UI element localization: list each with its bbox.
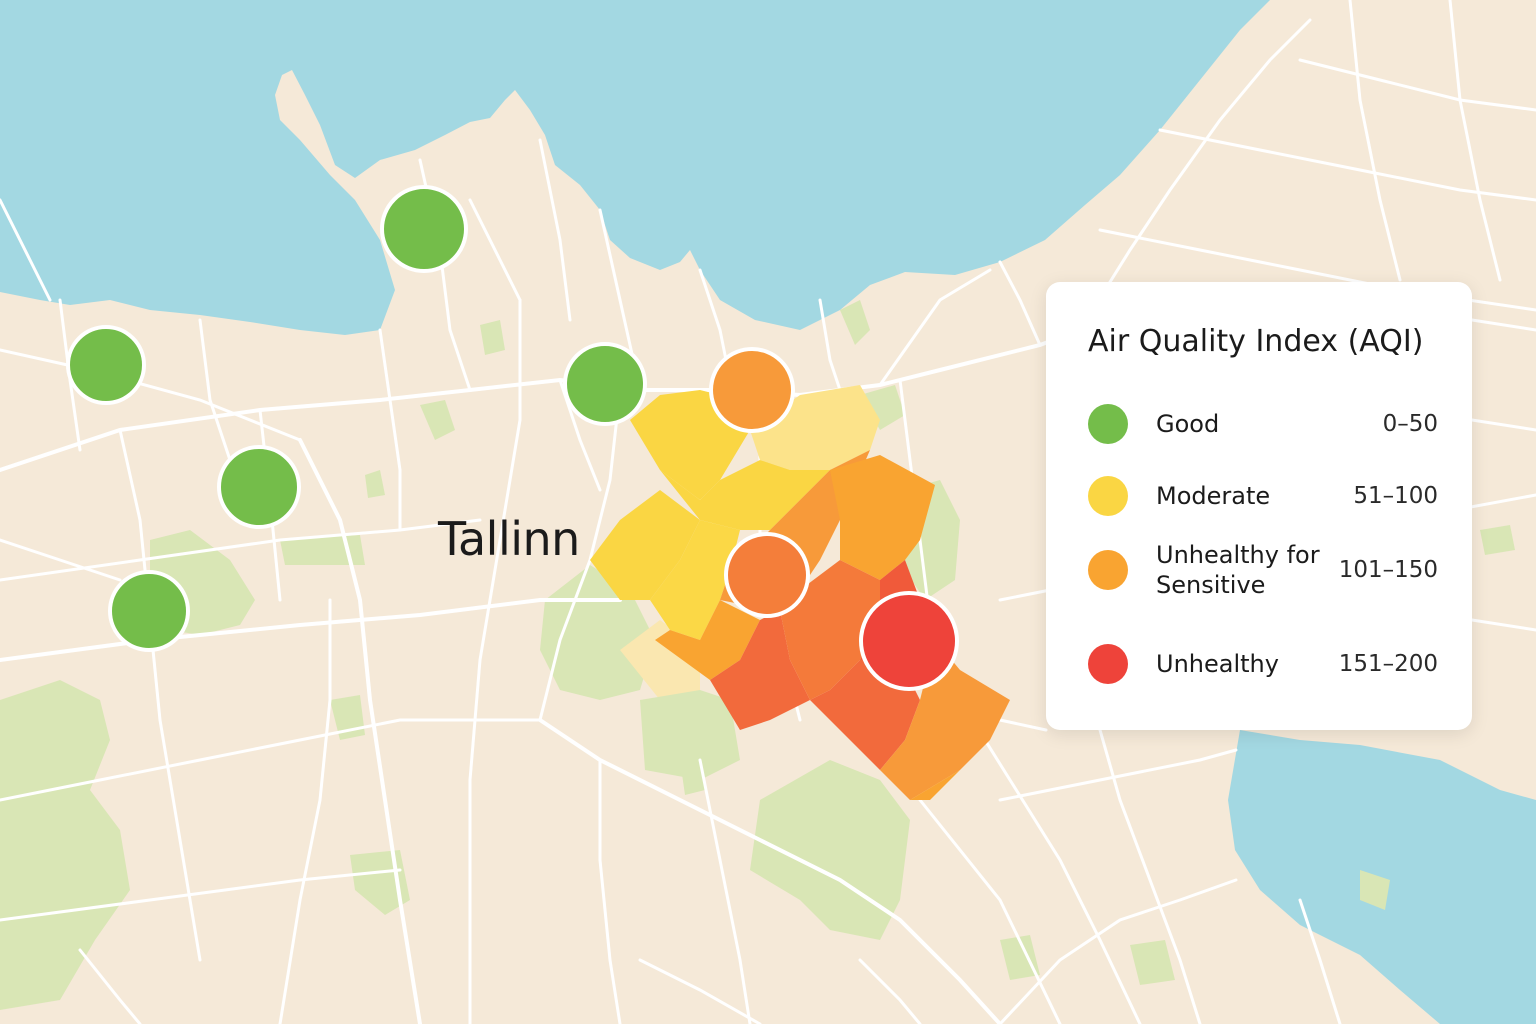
unhealthy-sensitive-swatch (1088, 550, 1128, 590)
station-marker-good-3[interactable] (563, 342, 647, 426)
legend-label-unhealthy: Unhealthy (1156, 650, 1279, 678)
legend-label-unhealthy-sensitive: Unhealthy for Sensitive (1156, 541, 1320, 599)
station-marker-usg-1[interactable] (709, 347, 795, 433)
sea-water (0, 0, 1270, 335)
legend-item-unhealthy: Unhealthy 151–200 (1046, 634, 1472, 694)
legend-label-good: Good (1156, 410, 1220, 438)
good-swatch (1088, 404, 1128, 444)
legend-range-unhealthy-sensitive: 101–150 (1338, 557, 1438, 583)
station-marker-good-1[interactable] (380, 185, 468, 273)
station-markers[interactable] (66, 185, 959, 691)
legend-title: Air Quality Index (AQI) (1088, 324, 1424, 359)
legend-label-moderate: Moderate (1156, 482, 1271, 510)
legend-item-moderate: Moderate 51–100 (1046, 466, 1472, 526)
city-label: Tallinn (438, 512, 580, 566)
legend-range-good: 0–50 (1382, 411, 1438, 437)
moderate-swatch (1088, 476, 1128, 516)
aqi-legend: Air Quality Index (AQI) Good 0–50 Modera… (1046, 282, 1472, 730)
legend-item-good: Good 0–50 (1046, 394, 1472, 454)
station-marker-good-4[interactable] (217, 445, 301, 529)
legend-range-unhealthy: 151–200 (1338, 651, 1438, 677)
station-marker-usg-2[interactable] (724, 532, 810, 618)
legend-item-unhealthy-sensitive: Unhealthy for Sensitive 101–150 (1046, 540, 1472, 600)
bay-water (1228, 730, 1536, 1024)
station-marker-unhealthy-1[interactable] (859, 591, 959, 691)
station-marker-good-2[interactable] (66, 325, 146, 405)
unhealthy-swatch (1088, 644, 1128, 684)
parks (0, 300, 1515, 1010)
legend-range-moderate: 51–100 (1353, 483, 1438, 509)
station-marker-good-5[interactable] (108, 570, 190, 652)
